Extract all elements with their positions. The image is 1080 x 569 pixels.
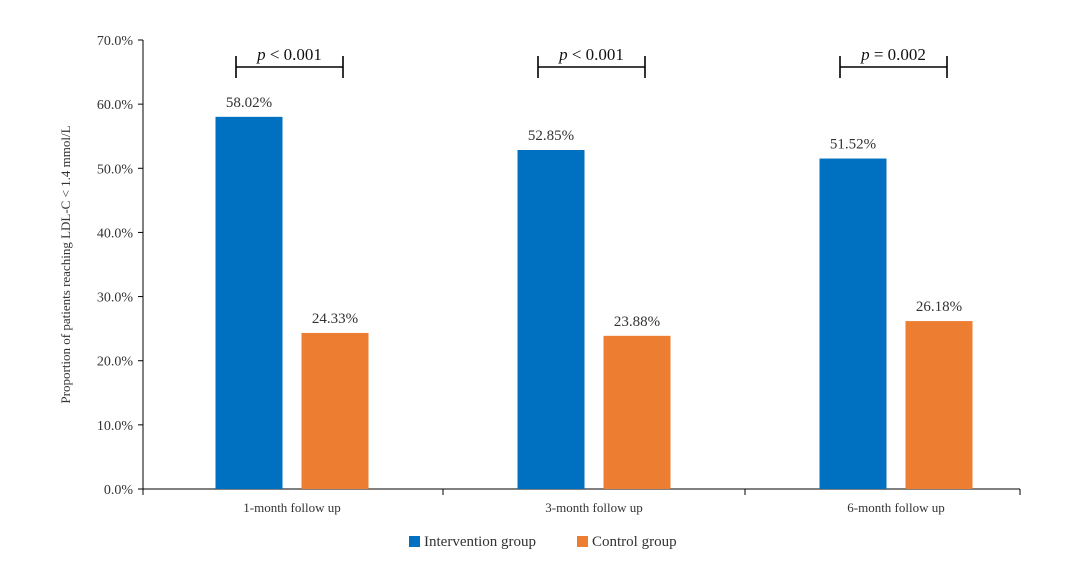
y-tick-label: 30.0% bbox=[97, 291, 134, 306]
legend-swatch-intervention bbox=[409, 536, 420, 547]
y-tick-label: 20.0% bbox=[97, 355, 134, 370]
p-symbol: p bbox=[558, 45, 568, 64]
legend-label: Intervention group bbox=[424, 534, 536, 550]
p-value-label: p < 0.001 bbox=[558, 45, 624, 64]
data-label: 52.85% bbox=[528, 128, 574, 144]
data-label: 24.33% bbox=[312, 311, 358, 327]
data-label: 51.52% bbox=[830, 137, 876, 153]
bar-control-1 bbox=[301, 332, 369, 489]
p-symbol: p bbox=[256, 45, 266, 64]
bar-intervention-1 bbox=[215, 116, 283, 489]
legend-swatch-control bbox=[577, 536, 588, 547]
p-symbol: p bbox=[860, 45, 870, 64]
p-value-label: p < 0.001 bbox=[256, 45, 322, 64]
data-label: 58.02% bbox=[226, 95, 272, 111]
legend-label: Control group bbox=[592, 534, 677, 550]
bar-control-3 bbox=[905, 321, 973, 489]
y-tick-label: 70.0% bbox=[97, 34, 134, 49]
y-tick-label: 40.0% bbox=[97, 226, 134, 241]
p-value: < 0.001 bbox=[568, 45, 624, 64]
y-tick-label: 60.0% bbox=[97, 98, 134, 113]
data-label: 23.88% bbox=[614, 314, 660, 330]
p-value: < 0.001 bbox=[266, 45, 322, 64]
y-tick-label: 50.0% bbox=[97, 162, 134, 177]
bar-control-2 bbox=[603, 335, 671, 489]
p-value-label: p = 0.002 bbox=[860, 45, 926, 64]
data-label: 26.18% bbox=[916, 299, 962, 315]
y-tick-label: 0.0% bbox=[104, 483, 134, 498]
y-tick-label: 10.0% bbox=[97, 419, 134, 434]
y-axis-title: Proportion of patients reaching LDL-C < … bbox=[58, 125, 73, 403]
bar-intervention-3 bbox=[819, 158, 887, 489]
x-category-label: 6-month follow up bbox=[847, 500, 945, 515]
p-value: = 0.002 bbox=[870, 45, 926, 64]
bar-intervention-2 bbox=[517, 150, 585, 489]
x-category-label: 1-month follow up bbox=[243, 500, 341, 515]
x-category-label: 3-month follow up bbox=[545, 500, 643, 515]
